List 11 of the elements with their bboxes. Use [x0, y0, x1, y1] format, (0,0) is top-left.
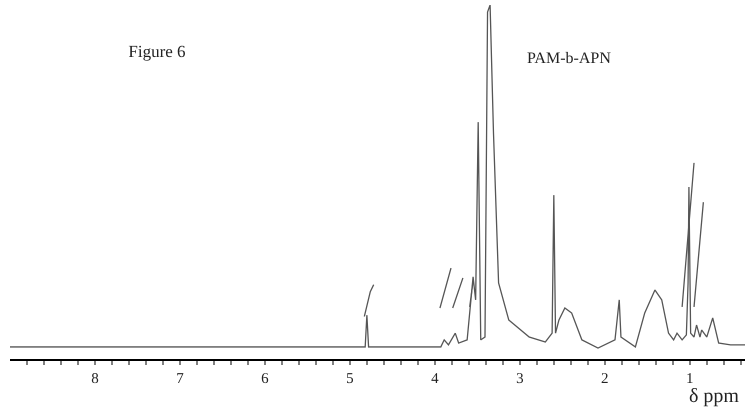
- annotation: PAM-b-APN: [527, 50, 612, 67]
- x-tick-label: 7: [176, 371, 184, 387]
- x-tick-label: 5: [346, 371, 354, 387]
- x-tick-label: 1: [686, 371, 694, 387]
- x-tick-label: 8: [91, 371, 99, 387]
- x-tick-label: 3: [516, 371, 524, 387]
- x-tick-label: 2: [601, 371, 609, 387]
- x-axis-title: δ ppm: [689, 385, 740, 407]
- x-tick-label: 6: [261, 371, 270, 387]
- x-tick-label: 4: [431, 371, 440, 387]
- text: Figure 6: [128, 42, 186, 62]
